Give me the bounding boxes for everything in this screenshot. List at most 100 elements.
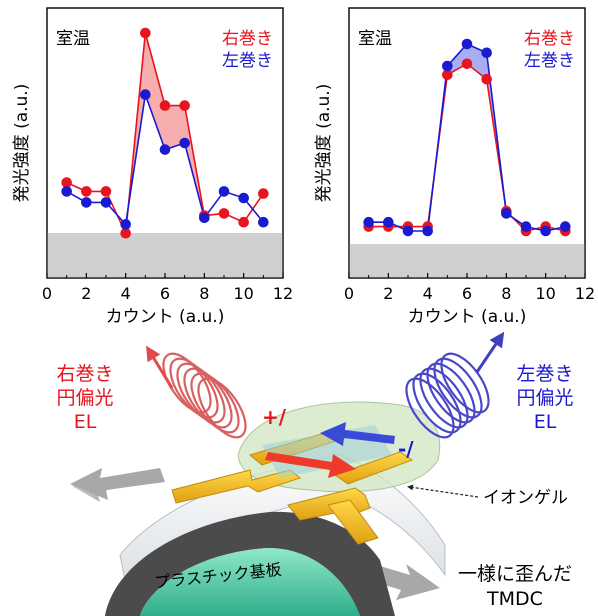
- data-point-left: [120, 219, 131, 230]
- right-light-label: 左巻き 円偏光 EL: [516, 363, 573, 433]
- data-point-left: [501, 208, 512, 219]
- x-tick-label: 6: [462, 284, 472, 303]
- difference-fill: [125, 33, 205, 234]
- data-point-left: [560, 221, 571, 232]
- x-tick-label: 12: [273, 284, 293, 303]
- data-point-left: [81, 197, 92, 208]
- right-light-label-line3: EL: [534, 411, 557, 433]
- data-point-right: [179, 100, 190, 111]
- x-tick-label: 2: [81, 284, 91, 303]
- chart-left-legend-right: 右巻き: [222, 29, 273, 49]
- data-point-left: [100, 197, 112, 208]
- x-tick-label: 0: [344, 284, 354, 303]
- chart-left-legend-left: 左巻き: [222, 51, 273, 71]
- x-tick-label: 4: [423, 284, 433, 303]
- chart-right-baseline-band: [349, 244, 585, 278]
- data-point-left: [540, 225, 551, 237]
- data-point-left: [159, 144, 171, 155]
- data-point-left: [199, 212, 210, 224]
- data-point-right: [159, 100, 171, 111]
- left-light-label-line3: EL: [74, 411, 97, 433]
- chart-left-title: 室温: [56, 29, 90, 49]
- data-point-left: [258, 216, 269, 228]
- helix-loop: [419, 367, 469, 429]
- x-tick-label: 0: [42, 284, 52, 303]
- data-point-right: [140, 27, 151, 39]
- helix-loop: [176, 362, 226, 424]
- data-point-left: [442, 60, 453, 72]
- left-light-label: 右巻き 円偏光 EL: [56, 363, 113, 433]
- helix-loop: [162, 352, 212, 414]
- strain-arrow-left-body: [70, 468, 165, 500]
- x-tick-label: 8: [501, 284, 511, 303]
- data-point-right: [81, 186, 92, 197]
- electrode-left: [171, 469, 302, 504]
- data-point-right: [461, 58, 473, 70]
- chart-right: 0 2 4 6 8 10 12 室温 右巻き 左巻き カウント (a.u.) 発光強度 (a…: [314, 7, 595, 327]
- x-tick-label: 6: [160, 284, 170, 303]
- data-point-right: [238, 216, 249, 228]
- chart-right-xlabel: カウント (a.u.): [408, 307, 527, 327]
- helix-right-circular: [162, 352, 247, 439]
- minus-electrode-label: -/: [398, 437, 414, 461]
- chart-left: 0 2 4 6 8 10 12 室温 右巻き 左巻き カウント (a.u.) 発光強度 (a…: [12, 7, 293, 327]
- helix-loop: [426, 362, 476, 424]
- chart-right-legend-right: 右巻き: [524, 29, 575, 49]
- helix-loop: [433, 357, 483, 419]
- chart-right-ylabel: 発光強度 (a.u.): [314, 84, 334, 203]
- helix-loop: [405, 377, 455, 439]
- helix-loop: [169, 357, 219, 419]
- data-point-left: [520, 221, 532, 232]
- substrate-edge: [105, 511, 395, 616]
- data-point-right: [481, 73, 492, 85]
- helix-loop: [183, 367, 233, 429]
- data-point-left: [363, 216, 374, 228]
- plastic-substrate: [140, 548, 360, 616]
- data-point-left: [481, 47, 492, 59]
- data-point-right: [120, 227, 131, 239]
- current-arrow-blue: [320, 422, 395, 446]
- helix-red-arrow: [146, 345, 174, 389]
- strain-label-line1: 一様に歪んだ: [458, 563, 572, 585]
- helix-loop: [412, 372, 462, 434]
- data-point-right: [442, 69, 453, 81]
- data-point-right: [218, 208, 230, 219]
- data-point-left: [383, 216, 394, 228]
- data-point-left: [218, 186, 230, 197]
- current-arrow-red: [265, 452, 356, 478]
- chart-left-ylabel: 発光強度 (a.u.): [12, 84, 32, 203]
- helix-loop: [440, 352, 490, 414]
- ion-gel-pointer: [407, 484, 479, 498]
- strain-label-line2: TMDC: [486, 588, 543, 610]
- x-tick-label: 2: [383, 284, 393, 303]
- chart-right-legend-left: 左巻き: [524, 51, 575, 71]
- left-light-label-line2: 円偏光: [56, 387, 113, 409]
- plus-electrode-label: +/: [262, 405, 287, 429]
- x-tick-label: 8: [199, 284, 209, 303]
- helix-left-circular: [405, 352, 490, 439]
- right-light-label-line1: 左巻き: [516, 363, 573, 385]
- data-point-left: [140, 89, 151, 100]
- device-illustration: プラスチック基板 +/ -/ 右巻き 円偏光 EL 左巻き 円偏光: [56, 331, 574, 616]
- left-light-label-line1: 右巻き: [56, 363, 113, 385]
- data-point-right: [258, 188, 269, 199]
- data-point-left: [402, 225, 414, 237]
- data-point-right: [61, 177, 72, 188]
- chart-left-xlabel: カウント (a.u.): [106, 307, 225, 327]
- ion-gel-label: イオンゲル: [483, 488, 568, 508]
- electrode-right-tab: [327, 499, 379, 545]
- helix-blue-arrow: [475, 331, 505, 373]
- x-tick-label: 10: [233, 284, 253, 303]
- data-point-left: [422, 225, 433, 237]
- data-point-left: [61, 186, 72, 197]
- data-point-right: [100, 186, 112, 197]
- x-tick-label: 12: [575, 284, 595, 303]
- data-point-left: [238, 192, 249, 204]
- chart-right-title: 室温: [358, 29, 392, 49]
- x-tick-label: 4: [121, 284, 131, 303]
- right-light-label-line2: 円偏光: [516, 387, 573, 409]
- x-tick-label: 10: [535, 284, 555, 303]
- data-point-left: [461, 38, 473, 50]
- electrode-center-right: [333, 451, 414, 485]
